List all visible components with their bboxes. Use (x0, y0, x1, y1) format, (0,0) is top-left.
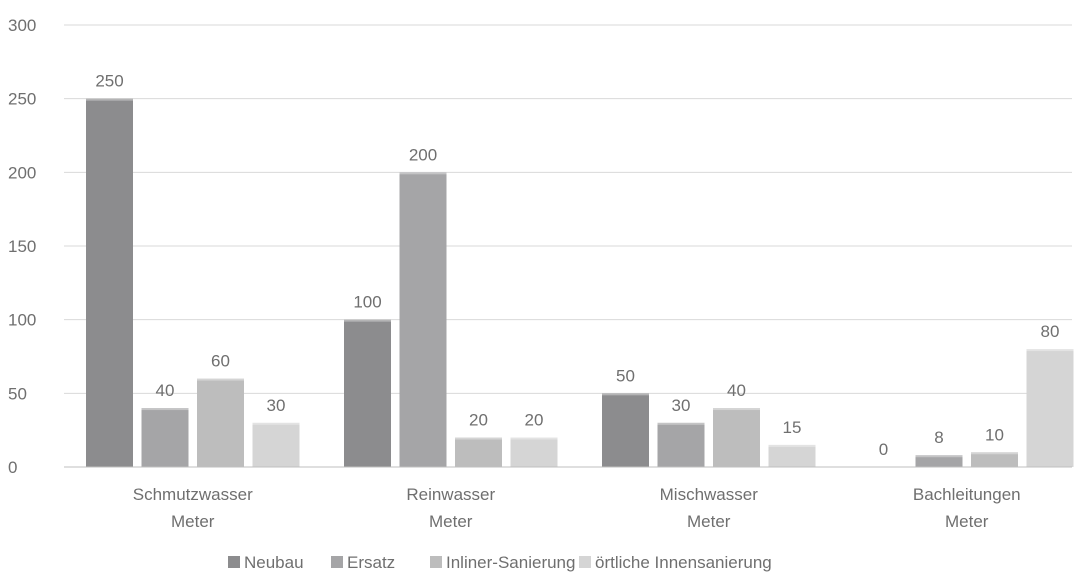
legend-swatch (430, 556, 442, 568)
category-label: Bachleitungen (913, 485, 1021, 504)
legend-swatch (228, 556, 240, 568)
data-label: 30 (672, 396, 691, 415)
legend-label: Inliner-Sanierung (446, 553, 575, 572)
bar-highlight (141, 408, 189, 411)
category-label: Meter (687, 512, 731, 531)
data-label: 80 (1041, 322, 1060, 341)
data-label: 20 (469, 411, 488, 430)
legend-label: Neubau (244, 553, 304, 572)
bar-highlight (971, 452, 1018, 455)
data-label: 200 (409, 145, 437, 164)
bar (399, 172, 447, 468)
y-tick-label: 250 (8, 90, 36, 109)
bar-highlight (197, 378, 244, 381)
data-label: 60 (211, 352, 230, 371)
bar-highlight (510, 437, 558, 440)
y-tick-label: 200 (8, 163, 36, 182)
data-label: 40 (727, 381, 746, 400)
category-label: Mischwasser (660, 485, 759, 504)
legend: Neubau Ersatz Inliner-Sanierung örtliche In… (228, 553, 772, 572)
category-label: Schmutzwasser (133, 485, 253, 504)
bar (915, 455, 963, 467)
y-tick-label: 0 (8, 458, 17, 477)
legend-swatch (579, 556, 591, 568)
y-tick-label: 150 (8, 237, 36, 256)
bar-highlight (768, 444, 816, 447)
data-label: 8 (934, 428, 943, 447)
bar (971, 452, 1018, 467)
bar-highlight (1026, 349, 1074, 352)
bars (86, 98, 1074, 468)
category-label: Meter (945, 512, 989, 531)
bar (602, 393, 649, 467)
category-label: Meter (429, 512, 473, 531)
bar (1026, 349, 1074, 467)
data-label: 15 (783, 418, 802, 437)
y-tick-label: 300 (8, 16, 36, 35)
x-axis: Schmutzwasser Meter Reinwasser Meter Mischwa… (64, 466, 1072, 531)
data-label: 30 (267, 396, 286, 415)
bar-highlight (455, 437, 502, 440)
data-label: 20 (525, 411, 544, 430)
y-axis: 0 50 100 150 200 250 300 (8, 16, 36, 477)
bar (657, 422, 705, 467)
data-label: 0 (879, 440, 888, 459)
bar (86, 98, 133, 468)
y-tick-label: 100 (8, 311, 36, 330)
bar-highlight (657, 422, 705, 425)
category-label: Reinwasser (406, 485, 495, 504)
bar (713, 408, 760, 467)
legend-label: Ersatz (347, 553, 395, 572)
data-labels: 250 100 50 0 40 200 30 8 60 20 40 10 30 20 15 80 (95, 72, 1059, 459)
bar-highlight (344, 319, 391, 322)
bar-highlight (713, 408, 760, 411)
legend-swatch (331, 556, 343, 568)
gridlines (64, 24, 1072, 394)
bar (141, 408, 189, 467)
bar-highlight (252, 422, 300, 425)
legend-label: örtliche Innensanierung (595, 553, 772, 572)
bar (768, 444, 816, 467)
y-tick-label: 50 (8, 384, 27, 403)
category-label: Meter (171, 512, 215, 531)
bar-highlight (86, 98, 133, 101)
bar-highlight (915, 455, 963, 458)
bar-highlight (602, 393, 649, 396)
bar (510, 437, 558, 467)
data-label: 40 (156, 381, 175, 400)
bar (252, 422, 300, 467)
bar (455, 437, 502, 467)
data-label: 250 (95, 72, 123, 91)
bar (344, 319, 391, 467)
data-label: 100 (353, 293, 381, 312)
data-label: 10 (985, 425, 1004, 444)
bar-highlight (399, 172, 447, 175)
bar (197, 378, 244, 467)
data-label: 50 (616, 366, 635, 385)
